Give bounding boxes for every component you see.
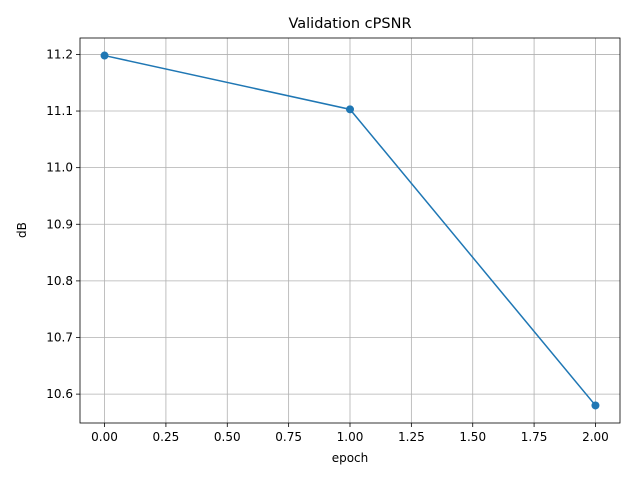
y-tick-label: 11.1 xyxy=(46,104,73,118)
y-tick-label: 10.8 xyxy=(46,274,73,288)
data-point-marker xyxy=(346,105,354,114)
x-tick-label: 0.25 xyxy=(153,430,180,444)
x-axis: 0.00 0.25 0.50 0.75 1.00 1.25 1.50 1.75 2.00 xyxy=(91,423,609,444)
y-tick-label: 10.9 xyxy=(46,217,73,231)
x-tick-label: 1.25 xyxy=(398,430,425,444)
chart-title: Validation cPSNR xyxy=(288,16,411,32)
data-series xyxy=(100,51,600,410)
x-tick-label: 1.50 xyxy=(459,430,486,444)
y-tick-label: 10.6 xyxy=(46,387,73,401)
y-tick-label: 11.2 xyxy=(46,47,73,61)
x-tick-label: 1.75 xyxy=(521,430,548,444)
data-point-marker xyxy=(591,401,600,410)
y-axis-label: dB xyxy=(15,222,29,238)
y-tick-label: 10.7 xyxy=(46,331,73,345)
x-tick-label: 0.75 xyxy=(275,430,302,444)
x-tick-label: 2.00 xyxy=(582,430,609,444)
data-point-marker xyxy=(100,51,109,60)
y-tick-label: 11.0 xyxy=(46,161,73,175)
x-tick-label: 0.00 xyxy=(91,430,118,444)
x-tick-label: 1.00 xyxy=(337,430,364,444)
x-tick-label: 0.50 xyxy=(214,430,241,444)
x-axis-label: epoch xyxy=(332,451,369,465)
grid xyxy=(80,38,620,423)
y-axis: 10.6 10.7 10.8 10.9 11.0 11.1 11.2 xyxy=(46,47,80,401)
